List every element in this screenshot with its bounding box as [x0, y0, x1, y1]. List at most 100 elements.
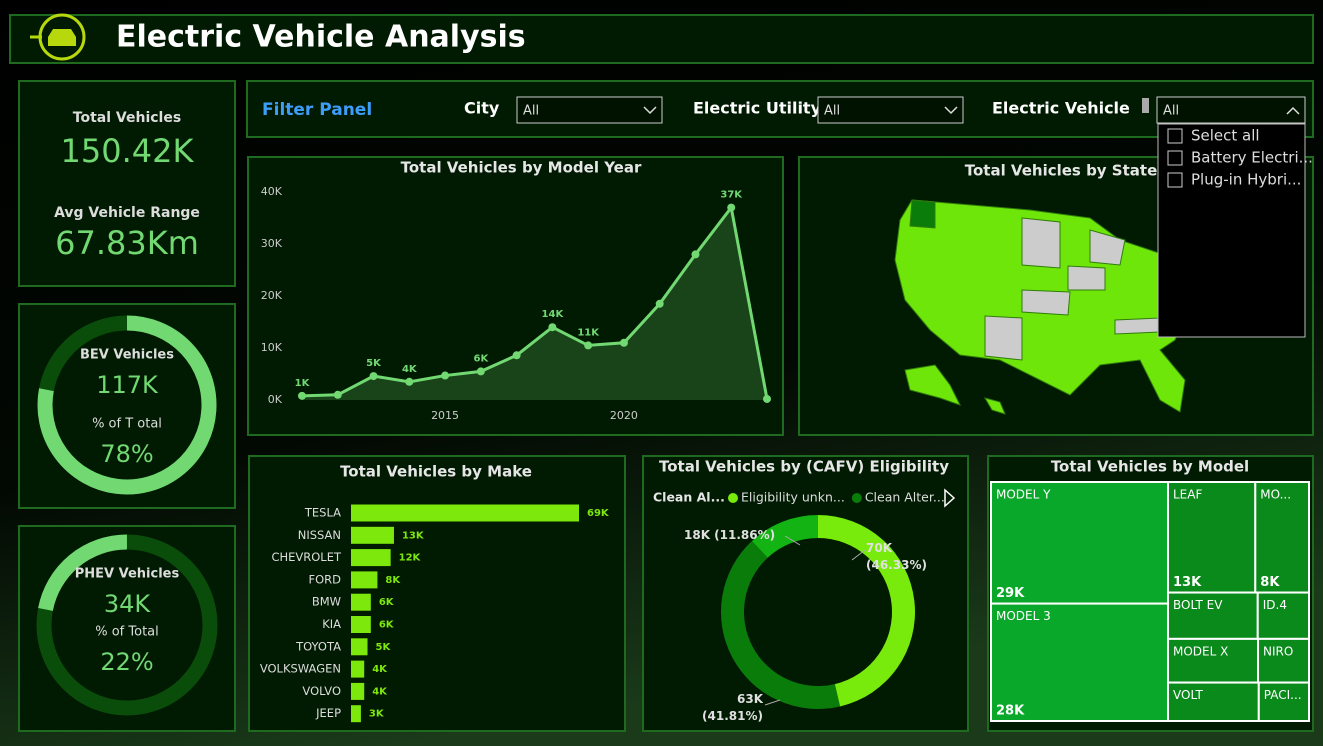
category-label: FORD — [308, 572, 341, 586]
data-label: 5K — [366, 358, 382, 369]
bar — [351, 660, 365, 678]
bar — [351, 705, 361, 723]
leader-line — [851, 549, 866, 561]
us-map — [894, 199, 1191, 415]
data-label-text: 63K (41.81%) — [702, 692, 763, 723]
data-label-text: 70K (46.33%) — [866, 541, 927, 572]
gauge-card — [18, 303, 236, 509]
y-tick-label: 40K — [261, 185, 283, 198]
tile-value: 29K — [996, 586, 1025, 601]
point — [476, 367, 485, 376]
point — [619, 338, 628, 347]
bar — [351, 638, 368, 656]
data-label-text: 18K (11.86%) — [684, 528, 776, 542]
filter-label: Electric Utility — [693, 99, 822, 118]
point — [548, 323, 557, 332]
dropdown-value[interactable]: All — [523, 104, 539, 119]
tile-label: NIRO — [1263, 644, 1293, 658]
bar — [351, 682, 365, 700]
dropdown-option[interactable]: Plug-in Hybri... — [1191, 171, 1301, 189]
gauge-arc — [37, 315, 217, 495]
data-label: 13K — [402, 530, 425, 541]
tile-value: 28K — [996, 704, 1025, 719]
data-label: 69K — [587, 508, 610, 519]
dropdown-option[interactable]: Select all — [1191, 127, 1260, 145]
tile-label: MODEL 3 — [996, 609, 1051, 623]
checkbox[interactable] — [1167, 150, 1183, 166]
dropdown[interactable] — [817, 96, 964, 124]
kpi-value: 150.42K — [61, 132, 195, 170]
y-tick-label: 0K — [268, 393, 283, 406]
y-tick-label: 30K — [261, 237, 283, 250]
gauge-percent: 22% — [100, 648, 153, 676]
gauge-title: BEV Vehicles — [80, 348, 174, 363]
legend-label: Eligibility unkn... — [741, 490, 845, 505]
category-label: KIA — [322, 617, 341, 631]
bar — [351, 549, 391, 567]
data-label: 3K — [369, 709, 385, 720]
point — [655, 299, 664, 308]
data-label: 11K — [577, 327, 600, 338]
donut-slice — [721, 540, 841, 709]
category-label: TOYOTA — [295, 639, 341, 653]
legend-swatch — [728, 493, 738, 503]
y-tick-label: 20K — [261, 289, 283, 302]
bar — [351, 593, 371, 611]
data-label: 6K — [379, 597, 395, 608]
data-label: 18K (11.86%) — [684, 528, 776, 542]
chart-title: Total Vehicles by Model — [1051, 458, 1249, 476]
x-tick-label: 2015 — [431, 409, 459, 422]
point — [512, 351, 521, 360]
data-label: 63K (41.81%) — [702, 692, 763, 723]
filter-label: City — [464, 99, 500, 118]
data-label: 6K — [473, 353, 489, 364]
dropdown-value[interactable]: All — [1163, 104, 1179, 119]
legend-arrow[interactable] — [944, 488, 956, 508]
bar — [351, 616, 371, 633]
tile-label: ID.4 — [1263, 598, 1287, 612]
tile-label: MODEL Y — [996, 488, 1051, 502]
data-label: 14K — [542, 309, 565, 320]
area — [302, 207, 767, 400]
dropdown[interactable] — [1156, 96, 1306, 124]
data-label: 4K — [402, 364, 418, 375]
chart-title: Total Vehicles by (CAFV) Eligibility — [659, 458, 949, 476]
treemap-tile — [1256, 591, 1311, 640]
kpi-value: 67.83Km — [55, 224, 199, 262]
point — [584, 341, 593, 350]
gauge-arc — [38, 534, 128, 612]
checkbox[interactable] — [1167, 172, 1183, 188]
legend-title: Clean Al... — [653, 490, 725, 505]
category-label: CHEVROLET — [271, 550, 342, 564]
tile-label: VOLT — [1173, 688, 1203, 702]
dropdown[interactable] — [516, 96, 663, 124]
point — [691, 250, 700, 259]
data-label: 12K — [399, 553, 422, 564]
data-label: 8K — [385, 575, 401, 586]
tile-label: LEAF — [1173, 488, 1202, 502]
tile-label: MODEL X — [1173, 644, 1228, 658]
dropdown-chevron[interactable] — [1286, 106, 1300, 115]
data-label: 6K — [379, 620, 395, 631]
treemap-tile — [990, 602, 1170, 723]
gauge-title: PHEV Vehicles — [75, 567, 180, 582]
gauge-value: 117K — [96, 371, 159, 399]
donut-slice — [818, 515, 915, 707]
point — [727, 203, 736, 212]
dropdown-option[interactable]: Battery Electri... — [1191, 149, 1313, 167]
category-label: BMW — [312, 595, 341, 609]
category-label: TESLA — [304, 506, 341, 520]
data-label: 1K — [295, 378, 311, 389]
data-label: 37K — [720, 190, 743, 201]
dropdown-value[interactable]: All — [824, 104, 840, 119]
eraser-icon[interactable] — [1142, 98, 1149, 113]
dropdown-chevron[interactable] — [643, 106, 657, 115]
kpi-label: Total Vehicles — [73, 110, 181, 126]
checkbox[interactable] — [1167, 128, 1183, 144]
point — [298, 391, 306, 400]
category-label: VOLVO — [302, 684, 341, 698]
page-title: Electric Vehicle Analysis — [116, 20, 526, 55]
dropdown-chevron[interactable] — [944, 106, 958, 115]
data-label: 70K (46.33%) — [866, 541, 927, 572]
header-bar — [9, 14, 1314, 64]
